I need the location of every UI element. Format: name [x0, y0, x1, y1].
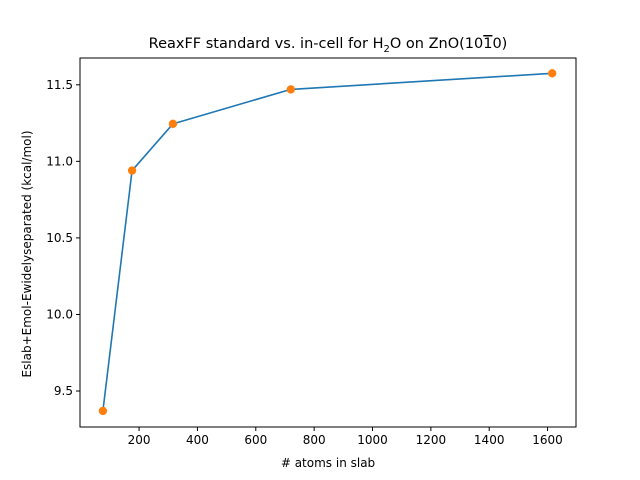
axes-frame [79, 57, 577, 428]
x-tick-label: 1600 [532, 433, 563, 447]
plot-area [98, 69, 557, 416]
y-tick-label: 11.0 [46, 154, 73, 168]
y-tick-label: 9.5 [54, 384, 73, 398]
y-tick-label: 10.0 [46, 307, 73, 321]
data-point [548, 69, 557, 78]
data-point [168, 119, 178, 129]
x-axis-label: # atoms in slab [281, 456, 375, 470]
data-point [127, 166, 137, 175]
x-tick-label: 1000 [357, 433, 388, 447]
data-point [98, 406, 108, 416]
y-tick-label: 10.5 [46, 231, 73, 245]
y-tick-label: 11.5 [46, 78, 73, 92]
title-subscript: 2 [384, 44, 390, 55]
y-axis-label: Eslab+Emol-Ewidelyseparated (kcal/mol) [20, 130, 34, 377]
x-tick-label: 400 [186, 433, 209, 447]
x-tick-label: 1200 [416, 433, 447, 447]
data-point [286, 85, 295, 94]
chart-title: ReaxFF standard vs. in-cell for H2O on Z… [149, 36, 508, 55]
x-axis-ticks: 200 400 600 800 1000 1200 1400 1600 [128, 427, 563, 447]
x-tick-label: 200 [128, 433, 151, 447]
x-tick-label: 1400 [474, 433, 505, 447]
y-axis-ticks: 9.5 10.0 10.5 11.0 11.5 [46, 78, 80, 398]
x-tick-label: 800 [303, 433, 326, 447]
title-overbar-digit: 1 [483, 36, 492, 52]
x-tick-label: 600 [244, 433, 267, 447]
